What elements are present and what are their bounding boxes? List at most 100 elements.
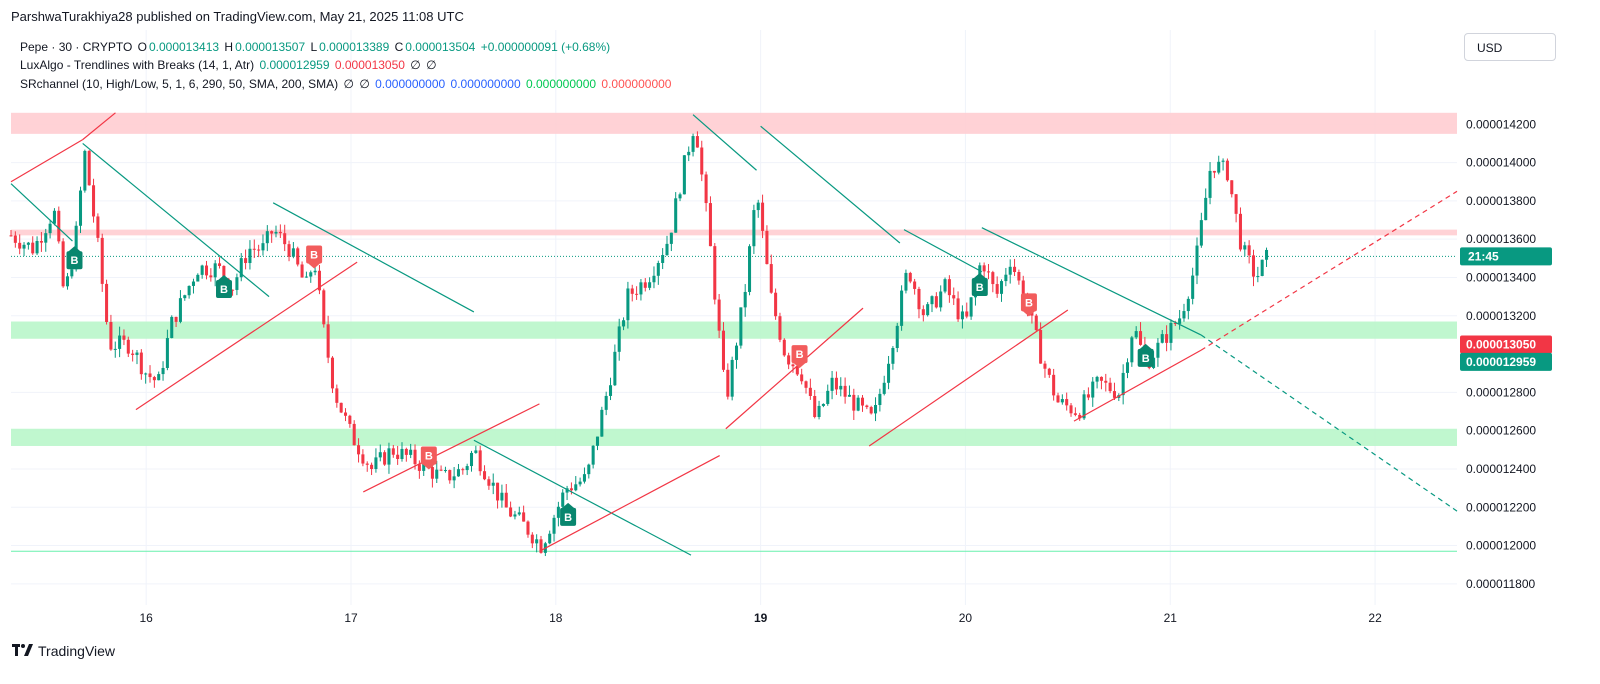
marker-label: B (310, 250, 318, 262)
candle-body (1099, 376, 1103, 381)
x-tick-label: 19 (754, 611, 768, 625)
axis-price-label: 21:45 (1460, 247, 1552, 266)
sr-zones (11, 112, 1457, 552)
candle-body (778, 316, 782, 340)
candle-body (761, 202, 765, 231)
buy-break-marker: B (216, 274, 233, 298)
marker-box (66, 251, 83, 270)
candle-body (1008, 266, 1012, 275)
y-tick-label: 0.000011800 (1466, 577, 1536, 591)
candle-body (61, 241, 65, 287)
luxalgo-indicator-name[interactable]: LuxAlgo - Trendlines with Breaks (14, 1,… (20, 58, 255, 72)
candle-body (986, 271, 991, 273)
candle-body (44, 233, 48, 243)
marker-pointer (421, 463, 436, 470)
marker-label: B (71, 255, 79, 267)
y-tick-label: 0.000012000 (1466, 539, 1536, 553)
candle-body (960, 311, 964, 320)
candle-body (1173, 322, 1177, 324)
candle-body (1156, 342, 1160, 358)
candle-body (174, 316, 178, 322)
candle-body (717, 299, 721, 331)
y-tick-label: 0.000013800 (1466, 194, 1536, 208)
candle-body (661, 255, 665, 263)
candle-body (74, 225, 78, 270)
candle-body (548, 533, 552, 544)
candle-body (874, 405, 878, 414)
candle-body (252, 248, 256, 250)
srchannel-null-1: ∅ (343, 77, 354, 91)
candle-body (782, 339, 786, 356)
candle-body (1178, 318, 1182, 324)
axis-price-label: 0.000013050 (1460, 335, 1552, 354)
candle-body (1125, 362, 1130, 373)
candle-body (739, 307, 743, 346)
candle-body (682, 155, 686, 195)
srchannel-indicator-name[interactable]: SRchannel (10, High/Low, 5, 1, 6, 290, 5… (20, 77, 339, 91)
candle-body (209, 275, 213, 278)
candle-body (309, 272, 313, 277)
candle-body (83, 150, 87, 191)
candle-body (565, 488, 569, 493)
candle-body (734, 345, 739, 360)
candle-body (313, 270, 317, 273)
candle-body (13, 235, 17, 243)
candle-body (617, 326, 621, 352)
candle-body (791, 364, 795, 367)
candle-body (391, 448, 395, 455)
candle-body (178, 298, 182, 322)
candle-body (278, 231, 282, 234)
legend-ohlc: Pepe · 30 · CRYPTO O 0.000013413 H 0.00001… (20, 40, 612, 54)
candle-body (452, 476, 456, 481)
candle-body (708, 203, 712, 247)
srchannel-null-2: ∅ (359, 77, 370, 91)
candle-body (387, 448, 391, 465)
candle-body (1121, 372, 1125, 396)
candle-body (291, 248, 295, 257)
lower-trendline (272, 202, 475, 313)
marker-label: B (1025, 297, 1033, 309)
candle-body (1260, 259, 1264, 276)
candle-body (87, 150, 91, 186)
candle-body (465, 466, 469, 471)
candle-body (361, 454, 365, 464)
candle-body (982, 265, 986, 272)
candle-body (1104, 380, 1108, 383)
marker-box (420, 446, 437, 465)
candle-body (1073, 413, 1077, 415)
luxalgo-null-2: ∅ (426, 58, 437, 72)
candle-body (235, 277, 239, 290)
candle-body (695, 136, 699, 148)
candle-body (500, 492, 504, 501)
lower-trendline (903, 229, 983, 273)
candle-body (1043, 363, 1047, 369)
change-value: +0.000000091 (+0.68%) (480, 40, 611, 54)
x-tick-label: 22 (1368, 611, 1382, 625)
candle-body (630, 288, 634, 294)
candle-body (965, 311, 969, 317)
candle-body (752, 210, 756, 247)
legend-srchannel: SRchannel (10, High/Low, 5, 1, 6, 290, 5… (20, 77, 673, 91)
candle-body (52, 210, 56, 224)
candle-body (357, 445, 361, 455)
candle-body (869, 407, 873, 414)
upper-trendline (82, 112, 116, 141)
candle-body (1039, 330, 1043, 364)
candle-body (730, 359, 734, 397)
candle-body (1212, 170, 1216, 173)
candle-body (1169, 322, 1173, 343)
candle-body (126, 339, 130, 354)
candle-body (774, 292, 778, 317)
candle-body (921, 309, 925, 316)
candle-body (800, 374, 804, 382)
candle-body (483, 471, 487, 480)
candle-body (743, 291, 747, 308)
candle-body (491, 482, 495, 486)
symbol-label[interactable]: Pepe · 30 · CRYPTO (20, 40, 133, 54)
lower-trendline (82, 142, 270, 298)
candle-body (535, 539, 539, 544)
candle-body (504, 492, 508, 508)
candle-body (435, 469, 439, 479)
tradingview-logo[interactable]: TradingView (12, 643, 115, 659)
currency-button[interactable]: USD (1464, 33, 1556, 61)
